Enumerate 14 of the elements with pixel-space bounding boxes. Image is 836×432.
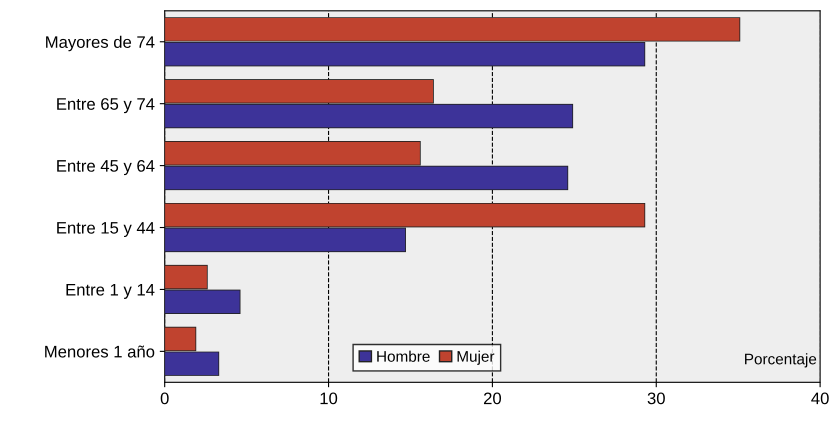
y-tick-label: Entre 15 y 44: [57, 222, 154, 238]
y-tick-label: Menores 1 año: [45, 345, 154, 358]
y-tick-label: Entre 45 y 64: [57, 160, 154, 176]
legend-label: Mujer: [458, 350, 494, 365]
legend-label: Hombre: [377, 350, 430, 362]
x-axis-title: Porcentaje: [745, 353, 816, 368]
x-tick-label: 30: [648, 392, 665, 404]
x-tick-label: 0: [160, 392, 169, 404]
x-tick-label: 40: [811, 392, 829, 404]
y-tick-label: Mayores de 74: [46, 36, 154, 52]
y-tick-label: Entre 1 y 14: [66, 284, 154, 299]
x-tick-label: 10: [320, 392, 338, 404]
x-tick-label: 20: [484, 392, 502, 404]
y-tick-label: Entre 65 y 74: [57, 98, 154, 114]
